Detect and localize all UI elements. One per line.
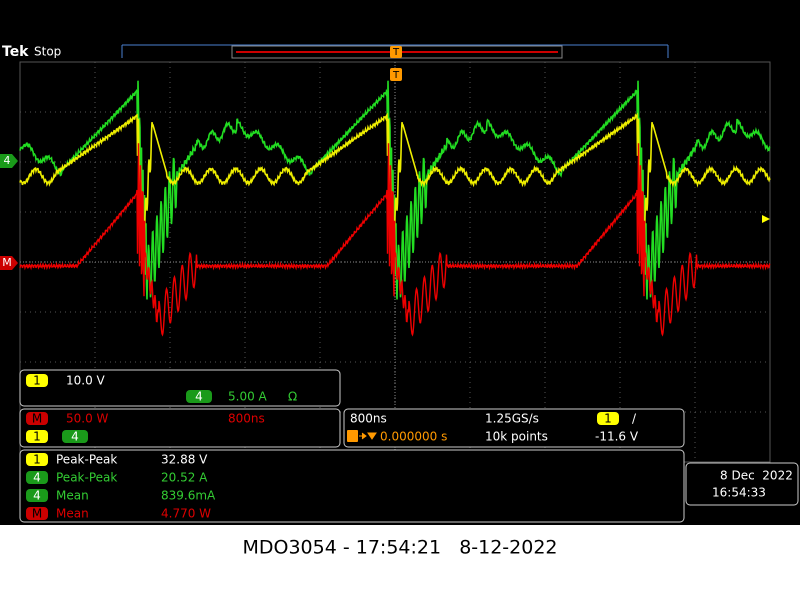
math-panel [19, 408, 341, 448]
record-length: 10k points [485, 430, 548, 444]
math-badge [26, 412, 48, 425]
caption: MDO3054 - 17:54:21 8-12-2022 [242, 537, 557, 559]
meas-source: 4 [33, 489, 41, 503]
meas-name: Peak-Peak [56, 453, 117, 467]
trigger-slope: / [632, 412, 637, 426]
brand: Tek [2, 44, 29, 60]
measurements: 1 Peak-Peak 32.88 V 4 Peak-Peak 20.52 A 4 Mean 8… [26, 453, 216, 521]
ch1-badge [26, 374, 48, 387]
clock-panel [685, 462, 799, 506]
ch4-marker: 4 [4, 154, 11, 167]
sample-rate: 1.25GS/s [485, 412, 539, 426]
trigger-marker: T [392, 70, 400, 81]
meas-name: Peak-Peak [56, 471, 117, 485]
meas-source: 1 [33, 453, 41, 467]
measurements-panel [19, 449, 685, 523]
math-trace [19, 143, 771, 337]
meas-value: 20.52 A [161, 471, 208, 485]
trigger-marker-bg [390, 68, 402, 81]
math-src-badge [62, 430, 88, 443]
meas-name: Mean [56, 507, 89, 521]
ch1-scale: 10.0 V [66, 374, 106, 388]
meas-badge [26, 489, 48, 502]
trigger-level-marker [762, 215, 770, 223]
meas-name: Mean [56, 489, 89, 503]
trigger-source: 1 [604, 412, 612, 426]
time-scale: 800ns [350, 412, 387, 426]
trigger-marker-bg [390, 46, 402, 58]
math-time: 800ns [228, 412, 265, 426]
math-source: 1 [33, 430, 41, 444]
waveforms [19, 80, 771, 337]
ch4-termination: Ω [288, 390, 297, 404]
math-source: 4 [71, 430, 79, 444]
meas-value: 32.88 V [161, 453, 208, 467]
trigger-pos-icon [347, 430, 358, 442]
math-marker: M [2, 256, 12, 269]
trigger-level: -11.6 V [595, 430, 639, 444]
ch4-badge [186, 390, 212, 403]
meas-source: 4 [33, 471, 41, 485]
horizontal-position: 0.000000 s [380, 430, 447, 444]
vertical-panel [19, 369, 341, 407]
meas-source: M [32, 507, 42, 521]
meas-badge [26, 507, 48, 520]
ch4-label: 4 [195, 390, 203, 404]
trigger-marker: T [392, 47, 400, 58]
meas-value: 4.770 W [161, 507, 211, 521]
clock-date: 8 Dec 2022 [720, 469, 793, 483]
math-src-badge [26, 430, 48, 443]
ch4-marker-bg [0, 154, 18, 168]
ch1-trace [19, 112, 771, 249]
math-label: M [32, 412, 42, 426]
acq-state: Stop [34, 45, 61, 59]
ch1-label: 1 [33, 374, 41, 388]
meas-value: 839.6mA [161, 489, 216, 503]
math-scale: 50.0 W [66, 412, 109, 426]
ch4-scale: 5.00 A [228, 390, 268, 404]
meas-badge [26, 471, 48, 484]
clock-time: 16:54:33 [712, 486, 766, 500]
meas-badge [26, 453, 48, 466]
trigger-pos-icon [359, 432, 377, 440]
trigger-src-badge [597, 412, 619, 425]
ch4-trace [19, 80, 771, 300]
math-marker-bg [0, 256, 18, 270]
